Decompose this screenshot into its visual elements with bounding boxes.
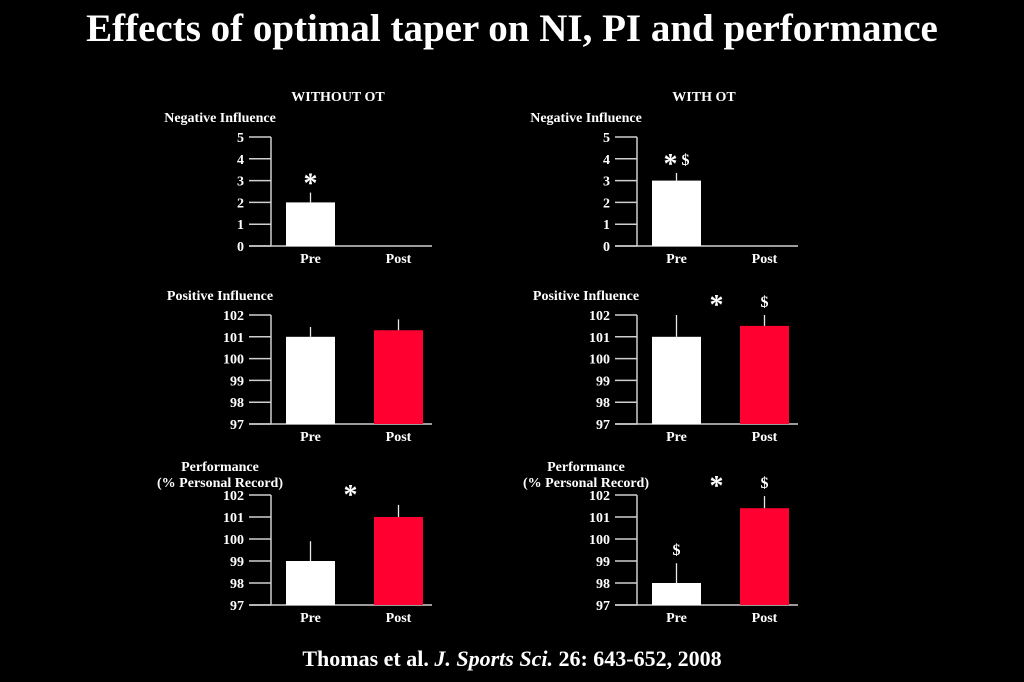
chart-panel-without-ot-positive-influence: Positive Influence 97 98 99 100 101 102 Pre Post bbox=[167, 289, 432, 445]
y-tick-label: 100 bbox=[223, 353, 244, 368]
significance-marker: * bbox=[304, 169, 318, 200]
chart-title: Negative Influence bbox=[164, 111, 276, 126]
chart-panel-without-ot-performance-personal-record: Performance(% Personal Record) 97 98 99 100 1… bbox=[157, 460, 432, 626]
y-tick-label: 4 bbox=[603, 153, 610, 168]
y-tick-label: 100 bbox=[223, 533, 244, 548]
chart-title: Positive Influence bbox=[167, 289, 273, 304]
x-category-label-pre: Pre bbox=[300, 252, 321, 267]
y-tick-label: 2 bbox=[237, 196, 244, 211]
y-tick-label: 98 bbox=[230, 396, 244, 411]
y-tick-label: 102 bbox=[223, 489, 244, 504]
y-tick-label: 1 bbox=[603, 218, 610, 233]
bar-pre bbox=[652, 583, 701, 605]
y-tick-label: 102 bbox=[589, 309, 610, 324]
asterisk-marker: * bbox=[710, 471, 724, 502]
y-tick-label: 97 bbox=[596, 599, 610, 614]
x-category-label-pre: Pre bbox=[666, 430, 687, 445]
significance-marker: * $ bbox=[664, 149, 690, 180]
y-tick-label: 3 bbox=[237, 175, 244, 190]
bar-post bbox=[374, 517, 423, 605]
y-tick-label: 101 bbox=[589, 511, 610, 526]
citation-details: 26: 643-652, 2008 bbox=[558, 646, 722, 671]
y-tick-label: 101 bbox=[223, 331, 244, 346]
x-category-label-post: Post bbox=[386, 430, 412, 445]
y-tick-label: 100 bbox=[589, 353, 610, 368]
y-tick-label: 100 bbox=[589, 533, 610, 548]
y-tick-label: 4 bbox=[237, 153, 244, 168]
y-tick-label: 99 bbox=[230, 555, 244, 570]
y-tick-label: 3 bbox=[603, 175, 610, 190]
slide-title: Effects of optimal taper on NI, PI and p… bbox=[86, 7, 938, 50]
y-tick-label: 1 bbox=[237, 218, 244, 233]
y-tick-label: 2 bbox=[603, 196, 610, 211]
x-category-label-pre: Pre bbox=[300, 430, 321, 445]
column-header-with-ot: WITH OT bbox=[672, 90, 736, 105]
x-category-label-pre: Pre bbox=[666, 611, 687, 626]
bar-pre bbox=[286, 202, 335, 246]
y-tick-label: 99 bbox=[596, 555, 610, 570]
chart-panel-with-ot-positive-influence: Positive Influence 97 98 99 100 101 102 Pre Post… bbox=[533, 289, 798, 445]
y-tick-label: 0 bbox=[603, 240, 610, 255]
significance-marker: * bbox=[710, 290, 724, 321]
dollar-marker: $ bbox=[761, 475, 769, 492]
asterisk-marker: * bbox=[344, 480, 358, 511]
y-tick-label: 99 bbox=[596, 374, 610, 389]
bar-post bbox=[374, 330, 423, 424]
significance-marker: * bbox=[344, 480, 358, 511]
x-category-label-post: Post bbox=[752, 611, 778, 626]
y-tick-label: 101 bbox=[589, 331, 610, 346]
chart-panel-with-ot-performance-personal-record: Performance(% Personal Record) 97 98 99 100 1… bbox=[523, 460, 798, 626]
x-category-label-pre: Pre bbox=[300, 611, 321, 626]
y-tick-label: 99 bbox=[230, 374, 244, 389]
dollar-marker: $ bbox=[682, 152, 690, 169]
chart-title: Negative Influence bbox=[530, 111, 642, 126]
y-tick-label: 5 bbox=[237, 131, 244, 146]
x-category-label-post: Post bbox=[386, 252, 412, 267]
column-header-without-ot: WITHOUT OT bbox=[291, 90, 385, 105]
dollar-marker: $ bbox=[761, 294, 769, 311]
asterisk-marker: * bbox=[710, 290, 724, 321]
bar-pre bbox=[286, 561, 335, 605]
chart-panel-without-ot-negative-influence: Negative Influence 0 1 2 3 4 5 Pre Post * bbox=[164, 111, 432, 267]
chart-title: Performance bbox=[547, 460, 625, 475]
y-tick-label: 5 bbox=[603, 131, 610, 146]
y-tick-label: 98 bbox=[596, 396, 610, 411]
citation: Thomas et al. J. Sports Sci. 26: 643-652… bbox=[0, 646, 1024, 672]
bar-pre bbox=[652, 180, 701, 246]
y-tick-label: 98 bbox=[596, 577, 610, 592]
significance-marker: * bbox=[710, 471, 724, 502]
chart-panel-with-ot-negative-influence: Negative Influence 0 1 2 3 4 5 Pre Post * $ bbox=[530, 111, 798, 267]
x-category-label-post: Post bbox=[752, 252, 778, 267]
citation-authors: Thomas et al. bbox=[302, 646, 429, 671]
bar-post bbox=[740, 325, 789, 424]
citation-journal: J. Sports Sci. bbox=[434, 646, 553, 671]
bar-post bbox=[740, 508, 789, 605]
y-tick-label: 101 bbox=[223, 511, 244, 526]
chart-title: Performance bbox=[181, 460, 259, 475]
y-tick-label: 102 bbox=[223, 309, 244, 324]
y-tick-label: 0 bbox=[237, 240, 244, 255]
x-category-label-post: Post bbox=[752, 430, 778, 445]
y-tick-label: 102 bbox=[589, 489, 610, 504]
asterisk-marker: * bbox=[304, 169, 318, 200]
x-category-label-post: Post bbox=[386, 611, 412, 626]
y-tick-label: 97 bbox=[230, 418, 244, 433]
x-category-label-pre: Pre bbox=[666, 252, 687, 267]
chart-title: (% Personal Record) bbox=[523, 476, 649, 491]
bar-pre bbox=[652, 336, 701, 424]
y-tick-label: 97 bbox=[230, 599, 244, 614]
y-tick-label: 98 bbox=[230, 577, 244, 592]
asterisk-marker: * bbox=[664, 149, 678, 180]
chart-title: Positive Influence bbox=[533, 289, 639, 304]
y-tick-label: 97 bbox=[596, 418, 610, 433]
significance-marker: $ bbox=[761, 475, 769, 492]
significance-marker: $ bbox=[761, 294, 769, 311]
chart-title: (% Personal Record) bbox=[157, 476, 283, 491]
bar-pre bbox=[286, 336, 335, 424]
significance-marker: $ bbox=[673, 542, 681, 559]
dollar-marker: $ bbox=[673, 542, 681, 559]
